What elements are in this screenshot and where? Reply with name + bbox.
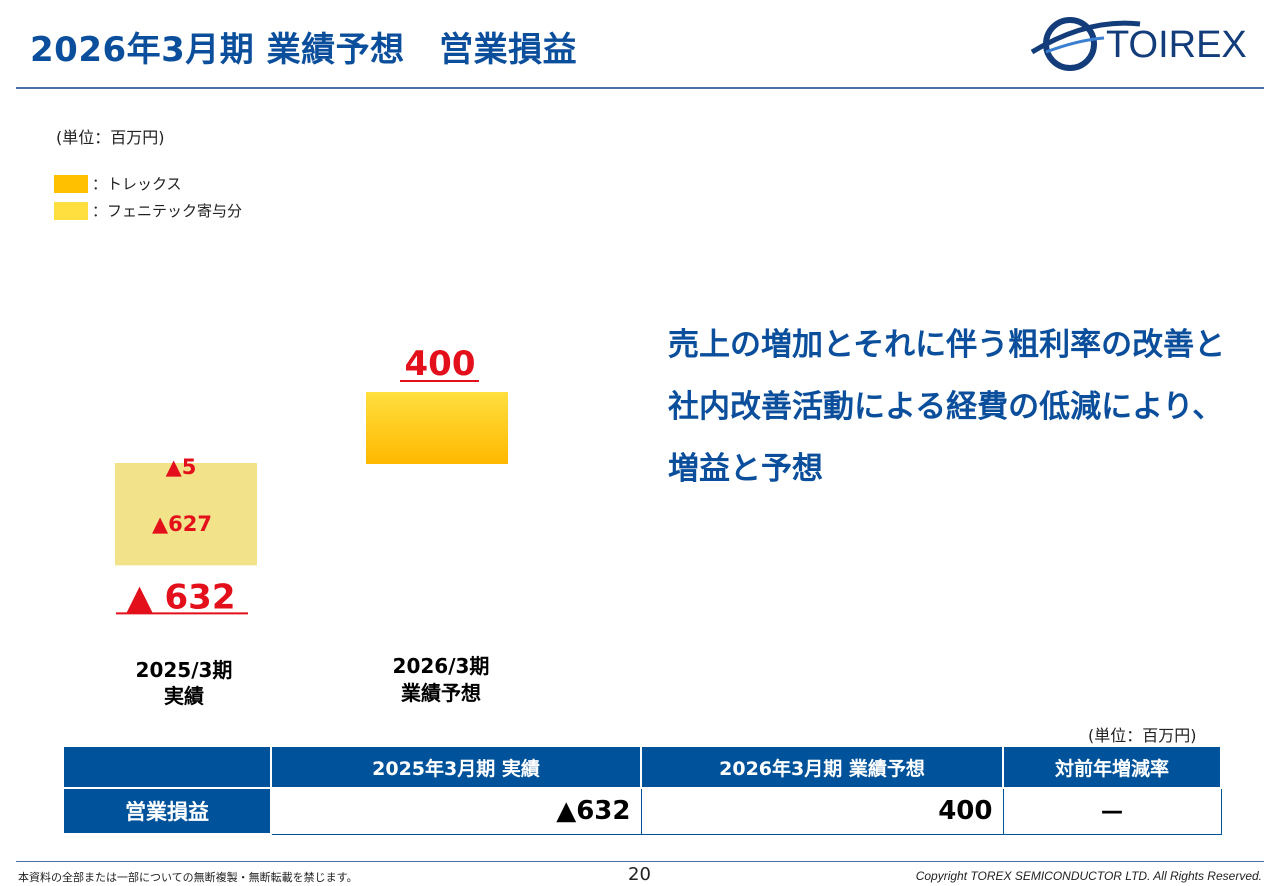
- total-label-2025: ▲ 632: [127, 577, 236, 617]
- legend-swatch-phenitec: [54, 201, 88, 220]
- segment-label-phenitec-2025: ▲5: [166, 455, 197, 479]
- category-label-2026-period: 2026/3期: [393, 654, 490, 678]
- legend-label-phenitec: ：フェニテック寄与分: [92, 202, 243, 220]
- table-header-row: 2025年3月期 実績 2026年3月期 業績予想 対前年増減率: [62, 745, 1222, 789]
- header-divider: [16, 87, 1264, 89]
- torex-logo: [1030, 17, 1141, 71]
- chart-legend: ：トレックス ：フェニテック寄与分: [54, 170, 242, 224]
- bar-2026-torex: [366, 392, 508, 464]
- table-row: 営業損益 ▲632 400 －: [62, 787, 1222, 835]
- summary-table: 2025年3月期 実績 2026年3月期 業績予想 対前年増減率 営業損益 ▲6…: [62, 745, 1222, 835]
- logo-text: TOIREX: [1106, 24, 1247, 66]
- segment-label-torex-2025: ▲627: [152, 512, 212, 536]
- legend-label-torex: ：トレックス: [92, 175, 182, 193]
- category-label-2026-type: 業績予想: [401, 681, 481, 705]
- operating-profit-chart: ▲5 ▲627 ▲ 632 400 2025/3期 実績 2026/3期 業績予…: [115, 344, 508, 708]
- table-header-2025: 2025年3月期 実績: [270, 745, 642, 789]
- summary-message: 売上の増加とそれに伴う粗利率の改善と社内改善活動による経費の低減により、増益と予…: [668, 327, 1226, 487]
- page-number: 20: [628, 864, 651, 885]
- legend-item-torex: ：トレックス: [54, 170, 242, 197]
- table-cell-yoy: －: [1002, 787, 1222, 835]
- legend-swatch-torex: [54, 174, 88, 193]
- category-label-2025-type: 実績: [164, 684, 204, 708]
- table-cell-2025: ▲632: [270, 787, 642, 835]
- table-header-yoy: 対前年増減率: [1002, 745, 1222, 789]
- table-header-blank: [62, 745, 272, 789]
- footer-divider: [16, 861, 1264, 862]
- chart-unit-label: (単位：百万円): [56, 128, 165, 147]
- table-cell-2026: 400: [640, 787, 1004, 835]
- category-label-2025-period: 2025/3期: [136, 658, 233, 682]
- table-unit-label: (単位：百万円): [1088, 726, 1197, 745]
- bar-2025-phenitec-and-torex: [115, 463, 257, 566]
- legend-item-phenitec: ：フェニテック寄与分: [54, 197, 242, 224]
- table-header-2026: 2026年3月期 業績予想: [640, 745, 1004, 789]
- footer-notice: 本資料の全部または一部についての無断複製・無断転載を禁じます。: [18, 871, 358, 884]
- page-title: 2026年3月期 業績予想 営業損益: [30, 30, 578, 70]
- copyright-notice: Copyright TOREX SEMICONDUCTOR LTD. All R…: [915, 869, 1262, 883]
- total-label-2026: 400: [405, 344, 476, 384]
- table-row-label: 営業損益: [62, 787, 272, 835]
